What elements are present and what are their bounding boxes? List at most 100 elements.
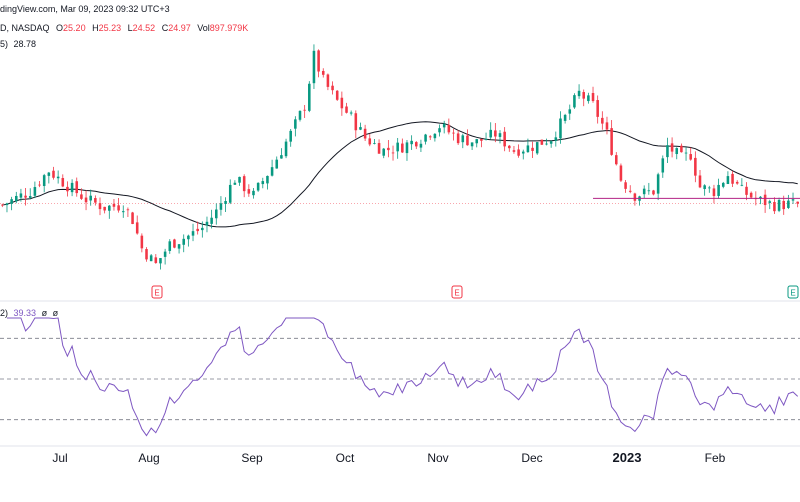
candle [642,185,646,199]
candle [261,177,265,189]
candle [424,133,427,145]
candle [191,223,195,242]
rsi-legend-extra1: ø [41,308,48,318]
candle [28,188,32,200]
candle [201,221,204,238]
candle [108,204,111,219]
x-axis: Jul Aug Sep Oct Nov Dec 2023 Feb [52,450,725,465]
candle [289,129,292,147]
candle [512,145,516,154]
earnings-marker[interactable]: E [451,285,463,299]
candle [666,137,669,164]
candle [573,93,576,109]
candle [387,140,390,158]
candle [656,172,660,201]
x-tick-label: Oct [336,451,355,465]
candle [266,175,269,190]
candle [112,199,116,211]
candle [410,135,413,150]
candle [675,147,679,160]
candle [749,191,753,199]
candle [433,133,437,142]
x-tick-label: Feb [705,451,726,465]
earnings-marker[interactable]: E [151,285,163,299]
moving-average-line [2,121,798,228]
candle [219,196,223,216]
candle [670,137,674,158]
candle [89,189,92,206]
candle [726,171,730,185]
candle [215,203,218,225]
candle [508,145,511,152]
candle [698,169,702,189]
candle [396,137,399,159]
candle [466,129,469,146]
candle [98,197,102,216]
candle [531,141,534,159]
candle [461,133,465,149]
candle [680,143,683,153]
candle [759,196,762,205]
candle [252,188,255,199]
candle [708,185,711,193]
x-tick-label: Dec [521,451,542,465]
candle [42,173,46,193]
candle [368,133,372,147]
candle [740,178,744,187]
candle [326,73,330,91]
open-label: O [56,23,64,33]
x-tick-label: Aug [138,451,159,465]
candle [787,194,790,210]
candle [452,128,455,141]
candle [401,138,404,153]
svg-text:E: E [154,289,159,298]
earnings-marker[interactable]: E [787,285,799,299]
candle [535,141,539,155]
candle [559,111,562,144]
close-value: 24.97 [168,23,191,33]
candle [619,163,623,183]
candle [498,130,502,144]
candle [103,206,106,214]
close-label: C [161,23,169,33]
candle [70,179,74,197]
x-tick-label: Nov [427,451,448,465]
candle [135,215,139,235]
candle [391,145,395,161]
open-value: 25.20 [63,23,86,33]
candle [405,139,409,161]
candle [721,181,725,189]
candle [503,127,506,152]
candle [61,174,65,188]
candle [628,185,632,194]
symbol-text: D, NASDAQ [0,23,50,33]
candle [489,122,492,140]
pane-separator [0,300,800,447]
candle [615,152,618,166]
candle [177,243,181,254]
x-tick-label: 2023 [613,450,642,465]
candle [196,221,199,235]
ma-legend: 5) 28.78 [0,39,36,49]
rsi-legend-value: 39.33 [13,308,37,318]
candle [712,184,716,204]
rsi-legend-extra2: ø [52,308,59,318]
candle [363,124,367,142]
candle [317,49,320,78]
candle [419,139,423,152]
candle [587,92,590,104]
candle [605,116,609,135]
candle [517,144,520,158]
candle [280,148,283,159]
candle [117,198,120,213]
candle [526,138,530,153]
candle [745,182,748,201]
candle [545,138,548,146]
candle [633,192,637,206]
candle [126,207,130,218]
candle [568,104,572,120]
candle [596,95,599,124]
candle [210,209,213,229]
